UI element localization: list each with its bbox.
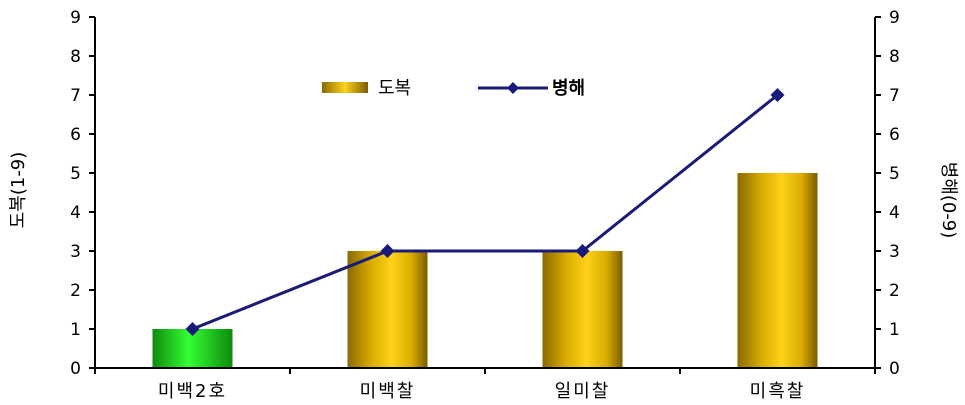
legend-line-marker bbox=[507, 82, 519, 94]
line-point-3 bbox=[575, 244, 590, 258]
y-tick-label-right: 5 bbox=[889, 164, 900, 184]
plot-area: 0 0 1 1 2 2 3 3 4 4 5 5 6 6 7 7 8 8 9 9 미백2호 미백찰 일미찰 미흑찰 bbox=[70, 8, 900, 402]
y-tick-label-left: 1 bbox=[70, 320, 81, 340]
bar-4 bbox=[737, 173, 818, 368]
line-point-1 bbox=[185, 322, 200, 336]
y-tick-label-left: 2 bbox=[70, 281, 81, 301]
legend-line-label: 병해 bbox=[552, 78, 585, 99]
y-tick-label-left: 5 bbox=[70, 164, 81, 184]
y-tick-label-right: 6 bbox=[889, 125, 900, 145]
y-axis-right-title: 병해(0-9) bbox=[938, 162, 959, 239]
y-tick-label-left: 3 bbox=[70, 242, 81, 262]
y-tick-label-right: 2 bbox=[889, 281, 900, 301]
legend: 도복 병해 bbox=[322, 78, 585, 99]
legend-bar-swatch bbox=[322, 82, 368, 93]
x-tick-label: 미백2호 bbox=[158, 381, 227, 402]
line-series-병해 bbox=[191, 93, 779, 331]
x-tick-label: 미흑찰 bbox=[750, 381, 806, 402]
legend-bar-label: 도복 bbox=[378, 78, 411, 99]
x-tick-label: 미백찰 bbox=[360, 381, 416, 402]
y-tick-label-left: 9 bbox=[70, 8, 81, 28]
y-tick-label-right: 3 bbox=[889, 242, 900, 262]
y-axis-left-title: 도복(1-9) bbox=[8, 152, 29, 229]
y-tick-label-left: 0 bbox=[70, 359, 81, 379]
bar-2 bbox=[347, 251, 428, 368]
line-point-2 bbox=[380, 244, 395, 258]
y-tick-label-right: 0 bbox=[889, 359, 900, 379]
line-point-4 bbox=[770, 88, 785, 102]
y-tick-label-right: 4 bbox=[889, 203, 900, 223]
y-tick-label-left: 6 bbox=[70, 125, 81, 145]
y-tick-label-right: 8 bbox=[889, 47, 900, 67]
y-tick-label-left: 4 bbox=[70, 203, 81, 223]
y-tick-label-right: 7 bbox=[889, 86, 900, 106]
x-tick-label: 일미찰 bbox=[555, 381, 611, 402]
bar-3 bbox=[542, 251, 623, 368]
y-tick-label-left: 8 bbox=[70, 47, 81, 67]
y-tick-label-right: 1 bbox=[889, 320, 900, 340]
y-tick-label-left: 7 bbox=[70, 86, 81, 106]
y-tick-label-right: 9 bbox=[889, 8, 900, 28]
